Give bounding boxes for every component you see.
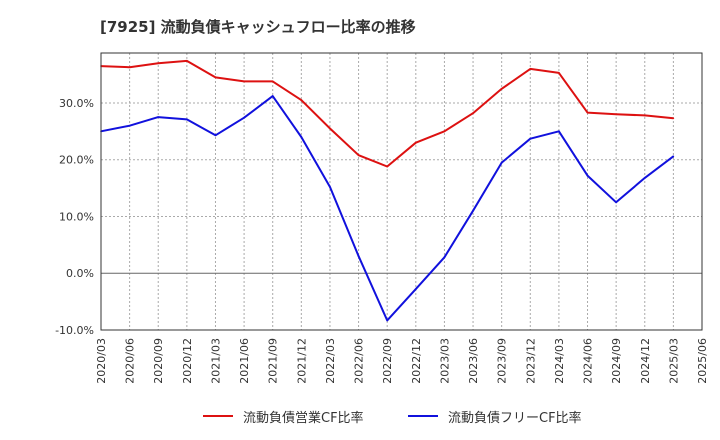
data-point-free-cf: [415, 288, 417, 290]
data-point-free-cf: [300, 136, 303, 138]
data-point-free-cf: [672, 155, 675, 158]
x-tick-label: 2023/03: [438, 338, 451, 384]
data-point-operating-cf: [472, 112, 474, 114]
legend-label-free-cf: 流動負債フリーCF比率: [448, 410, 582, 426]
x-tick-label: 2024/03: [553, 338, 566, 384]
x-tick-label: 2024/12: [639, 338, 652, 384]
x-tick-label: 2021/09: [267, 338, 280, 384]
data-point-operating-cf: [128, 66, 131, 68]
y-tick-label: 10.0%: [59, 210, 94, 223]
series-layer: [100, 59, 675, 322]
data-point-free-cf: [615, 201, 617, 204]
legend: 流動負債営業CF比率 流動負債フリーCF比率: [0, 404, 720, 428]
x-tick-label: 2020/12: [181, 338, 194, 384]
data-point-operating-cf: [529, 68, 532, 70]
data-point-free-cf: [529, 137, 532, 140]
data-point-operating-cf: [558, 72, 560, 74]
data-point-operating-cf: [672, 117, 675, 120]
data-point-free-cf: [329, 186, 331, 188]
data-point-operating-cf: [386, 165, 388, 168]
x-tick-label: 2025/03: [667, 338, 680, 384]
legend-label-operating-cf: 流動負債営業CF比率: [243, 410, 364, 426]
data-point-operating-cf: [214, 76, 217, 79]
x-tick-label: 2023/12: [524, 338, 537, 384]
plot-frame: [100, 52, 703, 331]
grid: [100, 53, 703, 331]
line-chart: 2020/03 2020/06 2020/09 2020/12 2021/03 2021/…: [55, 52, 709, 384]
data-point-operating-cf: [643, 114, 646, 117]
data-point-free-cf: [586, 174, 589, 177]
y-tick-label: -10.0%: [55, 324, 94, 337]
data-point-free-cf: [643, 177, 646, 179]
data-point-operating-cf: [300, 99, 303, 101]
data-point-operating-cf: [500, 87, 503, 90]
y-tick-label: 20.0%: [59, 154, 94, 167]
axis-labels: 2020/03 2020/06 2020/09 2020/12 2021/03 2021/…: [55, 97, 709, 384]
data-point-free-cf: [214, 134, 217, 137]
data-point-free-cf: [500, 161, 503, 164]
x-tick-label: 2024/06: [582, 338, 595, 384]
legend-swatch-operating-cf: [203, 415, 233, 417]
data-point-operating-cf: [443, 130, 446, 133]
y-tick-label: 0.0%: [66, 267, 94, 280]
data-point-free-cf: [443, 256, 446, 259]
x-tick-label: 2020/06: [124, 338, 137, 384]
x-tick-label: 2021/06: [238, 338, 251, 384]
data-point-operating-cf: [157, 62, 160, 65]
data-point-free-cf: [243, 116, 245, 119]
x-tick-label: 2025/06: [696, 338, 709, 384]
legend-item-free-cf: 流動負債フリーCF比率: [408, 404, 582, 428]
data-point-free-cf: [386, 319, 388, 322]
x-tick-label: 2022/06: [353, 338, 366, 384]
data-point-operating-cf: [329, 127, 331, 130]
data-point-operating-cf: [243, 80, 245, 83]
data-point-free-cf: [558, 130, 560, 133]
x-tick-label: 2024/09: [610, 338, 623, 384]
chart-title: [7925] 流動負債キャッシュフロー比率の推移: [100, 18, 416, 36]
data-point-operating-cf: [357, 154, 360, 156]
data-point-operating-cf: [186, 60, 188, 62]
x-tick-label: 2020/09: [152, 338, 165, 384]
data-point-operating-cf: [271, 80, 274, 83]
data-point-free-cf: [271, 95, 274, 97]
x-tick-label: 2020/03: [95, 338, 108, 384]
data-point-operating-cf: [615, 113, 617, 116]
x-tick-label: 2022/09: [381, 338, 394, 384]
data-point-free-cf: [472, 209, 474, 212]
x-tick-label: 2021/12: [295, 338, 308, 384]
legend-swatch-free-cf: [408, 415, 438, 417]
data-point-free-cf: [157, 116, 160, 118]
legend-item-operating-cf: 流動負債営業CF比率: [203, 404, 364, 428]
data-point-free-cf: [357, 255, 360, 258]
x-tick-label: 2021/03: [209, 338, 222, 384]
data-point-free-cf: [186, 118, 188, 121]
data-point-operating-cf: [586, 111, 589, 114]
x-tick-label: 2023/09: [496, 338, 509, 384]
data-point-operating-cf: [415, 141, 417, 144]
x-tick-label: 2022/12: [410, 338, 423, 384]
x-tick-label: 2022/03: [324, 338, 337, 384]
y-tick-label: 30.0%: [59, 97, 94, 110]
x-tick-label: 2023/06: [467, 338, 480, 384]
data-point-free-cf: [128, 124, 131, 127]
